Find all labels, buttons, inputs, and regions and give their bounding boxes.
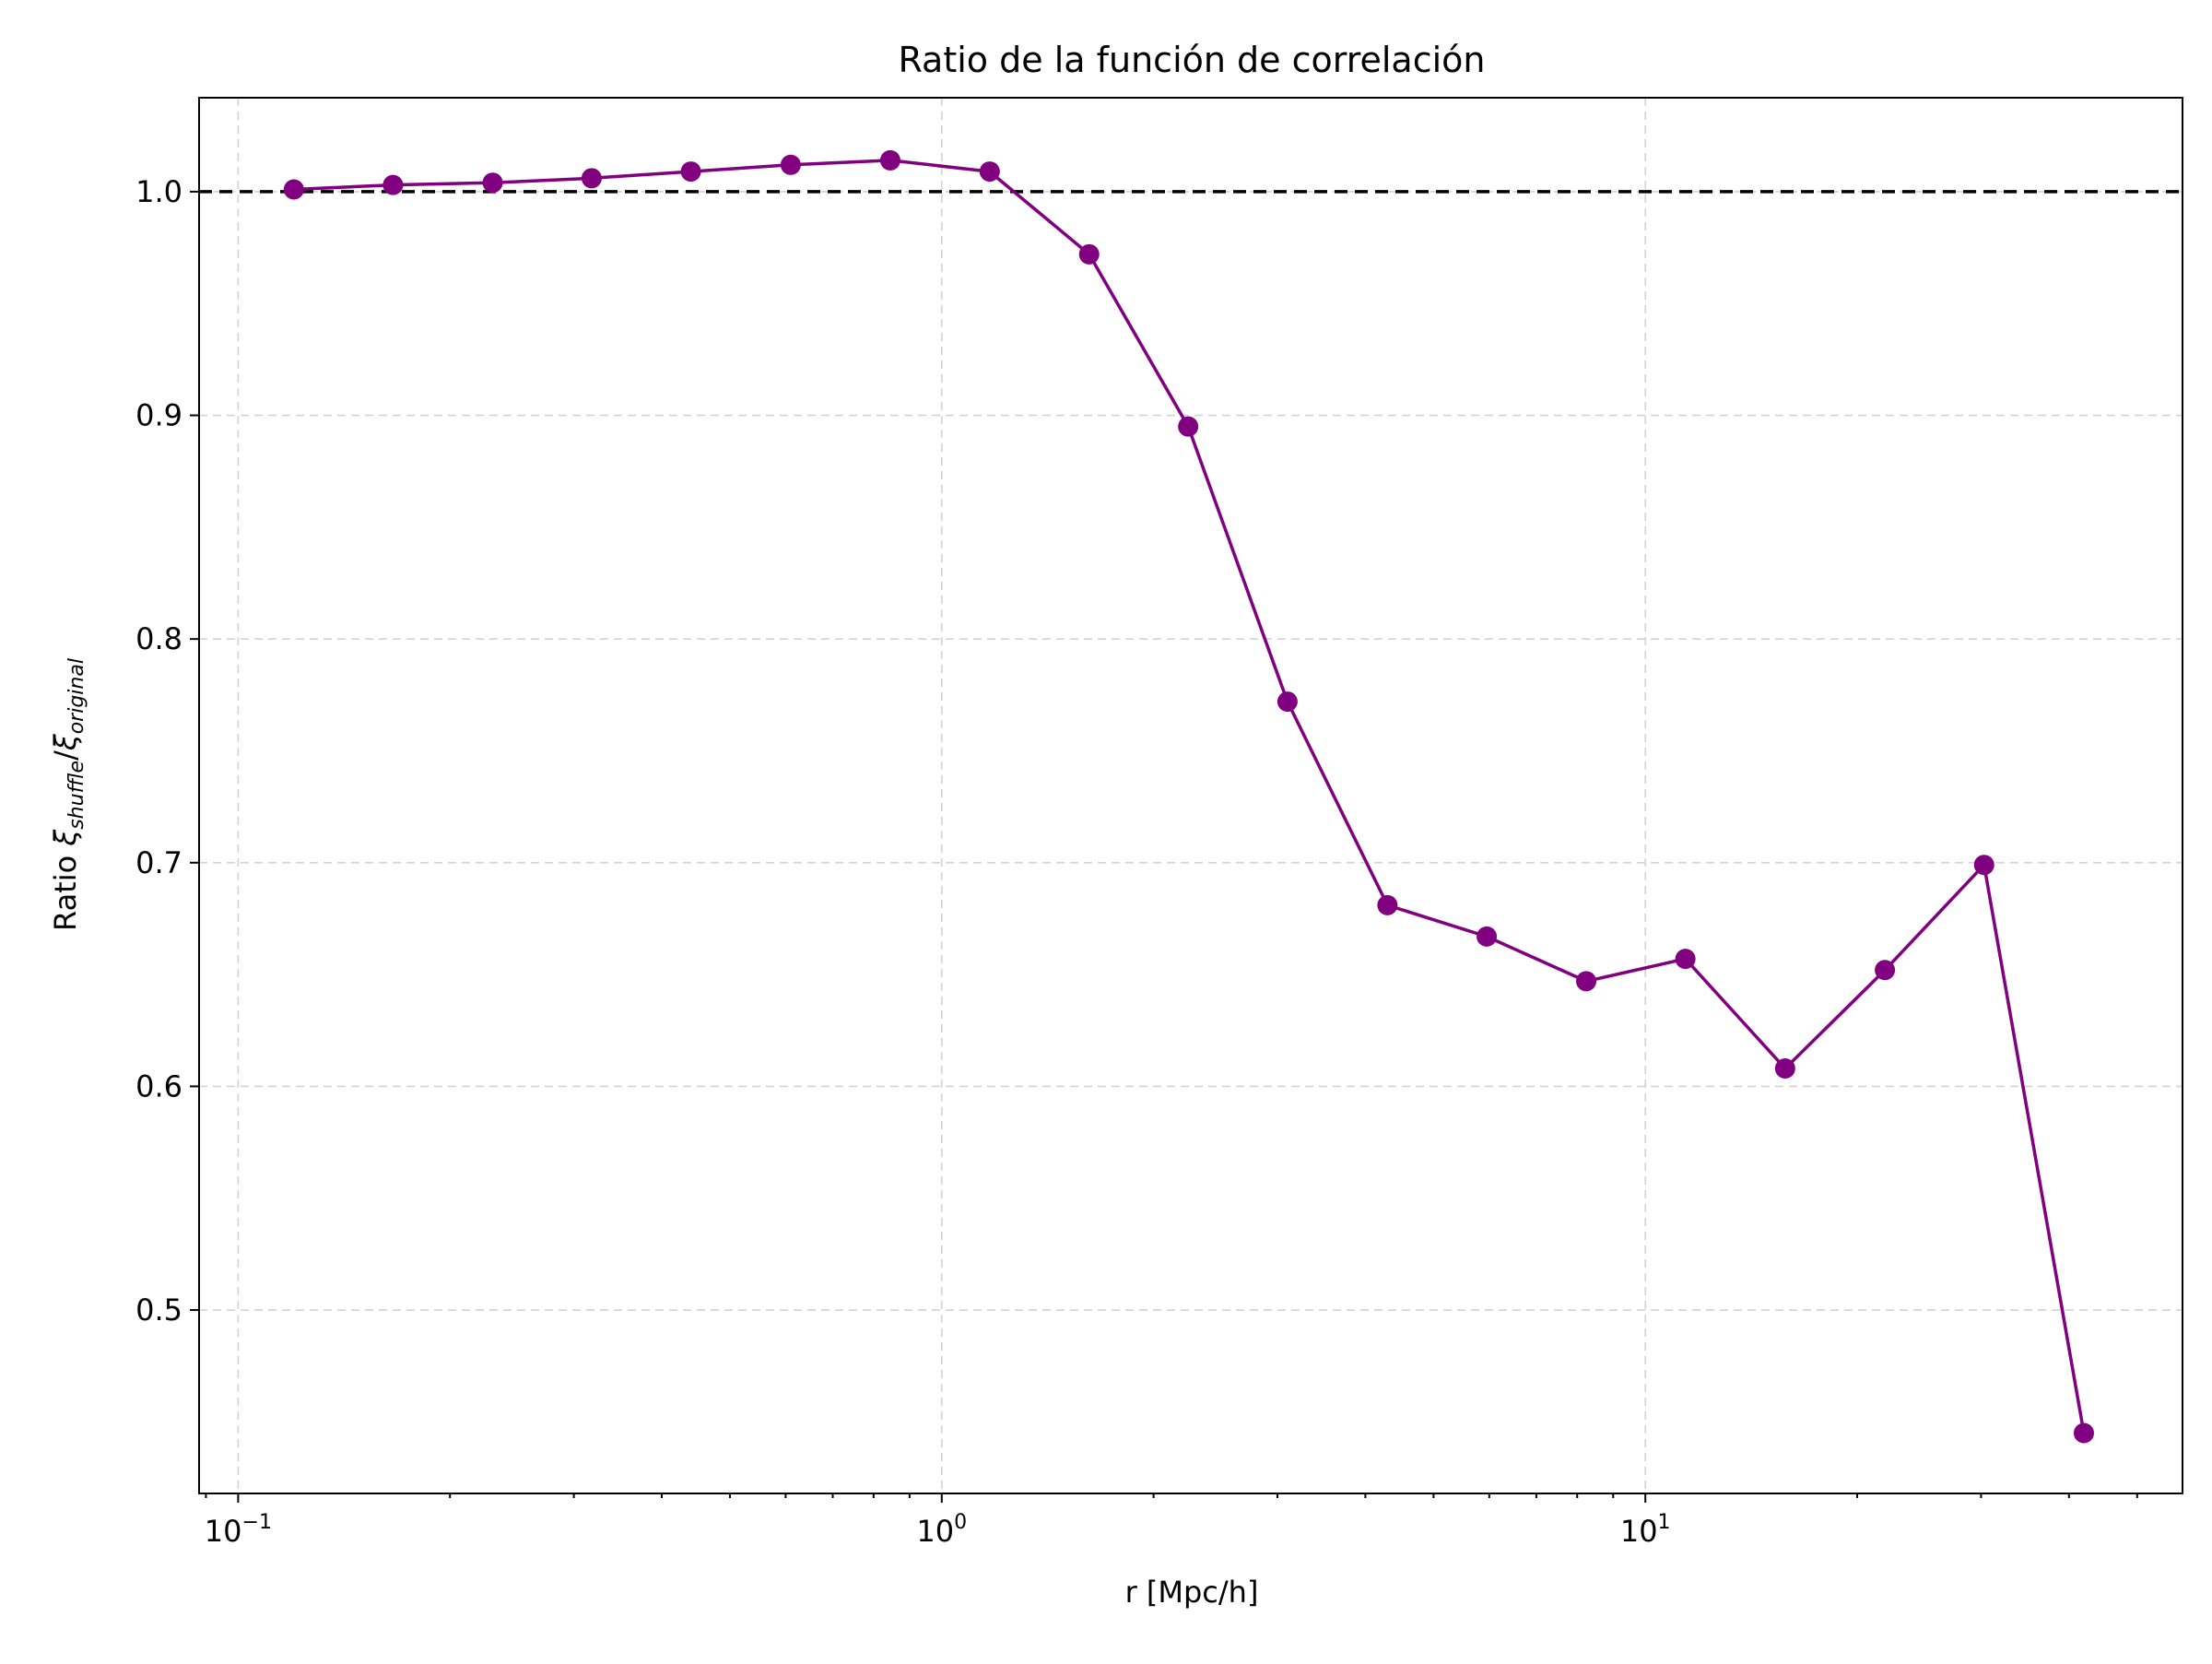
- x-tick-label: 101: [1620, 1511, 1671, 1549]
- data-point: [2073, 1422, 2094, 1444]
- axes-frame: [198, 97, 2183, 1494]
- data-point: [680, 161, 701, 183]
- data-point: [780, 154, 801, 175]
- chart-title: Ratio de la función de correlación: [898, 40, 1485, 80]
- y-tick-label: 0.9: [135, 398, 182, 433]
- x-axis-label: r [Mpc/h]: [1125, 1575, 1259, 1610]
- x-tick-exponent: −1: [242, 1511, 272, 1534]
- series-line: [293, 159, 2086, 1434]
- y-tick-label: 0.8: [135, 621, 182, 656]
- data-point: [382, 174, 404, 195]
- data-point: [1078, 243, 1100, 265]
- data-point: [1477, 926, 1498, 947]
- data-point: [879, 149, 900, 171]
- x-tick-base: 10: [205, 1514, 242, 1549]
- data-point: [1675, 949, 1696, 970]
- data-point: [482, 172, 503, 194]
- y-label-slash: /: [48, 750, 83, 761]
- y-label-num-sub: shuffle: [65, 761, 88, 830]
- y-axis-label: Ratio ξshuffle/ξoriginal: [48, 658, 88, 931]
- data-point: [979, 161, 1000, 183]
- x-tick-base: 10: [1620, 1514, 1658, 1549]
- y-tick-label: 0.6: [135, 1068, 182, 1103]
- y-tick-label: 0.7: [135, 845, 182, 880]
- data-point: [1277, 691, 1298, 713]
- data-point: [1576, 971, 1597, 992]
- data-point: [1875, 960, 1896, 981]
- x-tick-label: 10−1: [205, 1511, 272, 1549]
- x-tick-exponent: 1: [1658, 1511, 1671, 1534]
- y-label-prefix: Ratio: [48, 846, 83, 931]
- y-tick-label: 1.0: [135, 174, 182, 209]
- data-point: [581, 168, 602, 189]
- x-tick-exponent: 0: [954, 1511, 967, 1534]
- x-tick-base: 10: [916, 1514, 954, 1549]
- data-point: [283, 179, 304, 200]
- data-point: [1774, 1058, 1795, 1080]
- data-point: [1178, 416, 1199, 437]
- x-tick-label: 100: [916, 1511, 967, 1549]
- y-tick-label: 0.5: [135, 1292, 182, 1328]
- data-point: [1377, 894, 1398, 915]
- y-label-den-symbol: ξ: [48, 733, 83, 751]
- data-point: [1973, 855, 1994, 876]
- y-label-den-sub: original: [65, 658, 88, 734]
- y-label-num-symbol: ξ: [48, 829, 83, 847]
